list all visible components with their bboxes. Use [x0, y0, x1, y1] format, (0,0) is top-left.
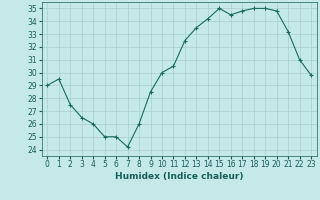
X-axis label: Humidex (Indice chaleur): Humidex (Indice chaleur) [115, 172, 244, 181]
